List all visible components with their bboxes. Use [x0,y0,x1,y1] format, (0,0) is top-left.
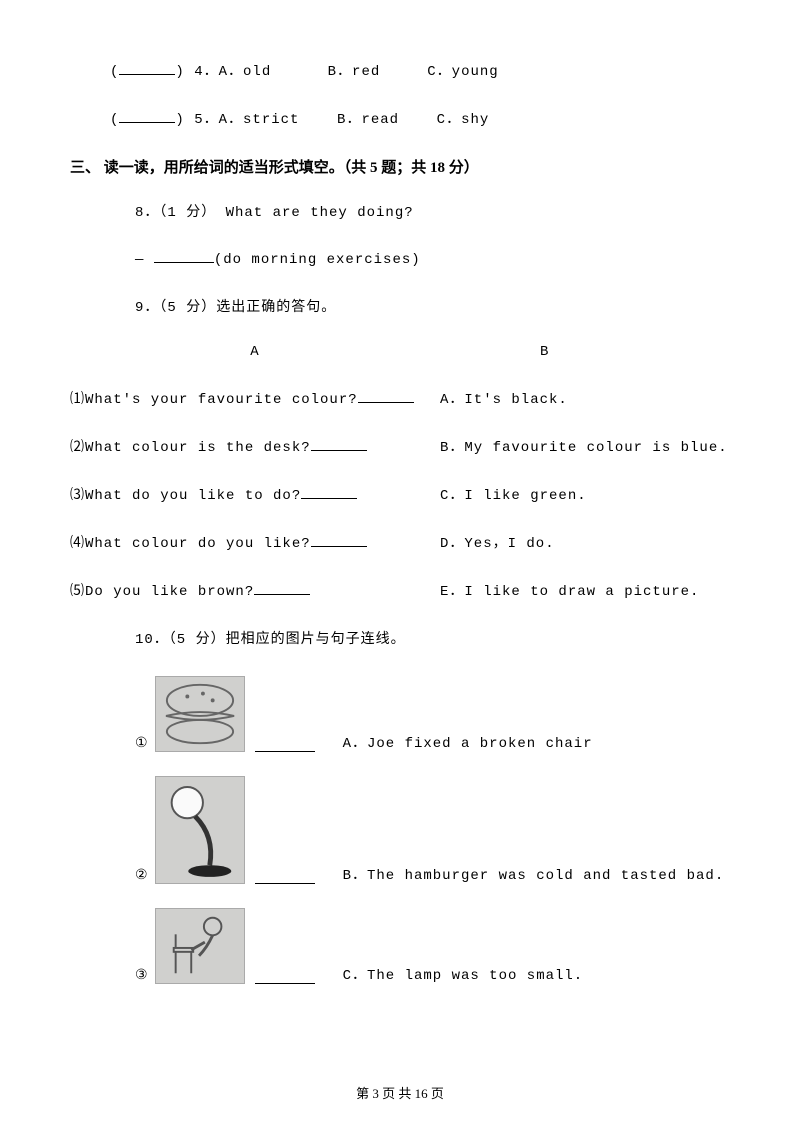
q10-opt: A．Joe fixed a broken chair [343,732,730,752]
q9-blank-4[interactable] [311,533,367,547]
q7-a: A．strict [219,112,300,128]
q9-blank-5[interactable] [254,581,310,595]
q9-right: C．I like green. [440,484,730,504]
q7-num: 5 [194,112,203,128]
section-3-title: 三、 读一读，用所给词的适当形式填空。（共 5 题；共 18 分） [70,156,730,177]
q10-blank-2[interactable] [255,870,315,884]
q9-header: 9．（5 分）选出正确的答句。 [70,296,730,316]
q9-left: ⑷What colour do you like? [70,536,311,552]
q8-blank[interactable] [154,249,214,263]
q9-col-b-head: B [440,344,730,360]
q7-blank-5[interactable] [119,109,175,123]
q9-right: E．I like to draw a picture. [440,580,730,600]
q9-row-2: ⑵What colour is the desk? B．My favourite… [70,436,730,456]
q9-right: B．My favourite colour is blue. [440,436,730,456]
q9-right: D．Yes，I do. [440,532,730,552]
q7-a: A．old [219,64,272,80]
hamburger-icon [155,676,245,752]
q10-row-3: ③ C．The lamp was too small. [70,908,730,984]
q9-left: ⑴What's your favourite colour? [70,392,358,408]
q9-row-1: ⑴What's your favourite colour? A．It's bl… [70,388,730,408]
q9-blank-3[interactable] [301,485,357,499]
q7-blank-4[interactable] [119,61,175,75]
q8-line2: — (do morning exercises) [70,249,730,268]
q8-suffix: (do morning exercises) [214,252,421,268]
q7-item-5: () 5．A．strict B．read C．shy [70,108,730,128]
q7-b: B．red [328,64,381,80]
q7-c: C．shy [437,112,490,128]
page-footer: 第 3 页 共 16 页 [0,1083,800,1102]
q10-header: 10．（5 分）把相应的图片与句子连线。 [70,628,730,648]
q10-row-1: ① A．Joe fixed a broken chair [70,676,730,752]
q9-row-3: ⑶What do you like to do? C．I like green. [70,484,730,504]
q10-num: ② [135,867,149,884]
q7-item-4: () 4．A．old B．red C．young [70,60,730,80]
q7-c: C．young [427,64,498,80]
q9-col-a-head: A [70,344,440,360]
q9-left: ⑶What do you like to do? [70,488,301,504]
q10-blank-3[interactable] [255,970,315,984]
q10-blank-1[interactable] [255,738,315,752]
q9-blank-1[interactable] [358,389,414,403]
q10-num: ③ [135,967,149,984]
q10-num: ① [135,735,149,752]
q9-row-4: ⑷What colour do you like? D．Yes，I do. [70,532,730,552]
q7-num: 4 [194,64,203,80]
q9-row-5: ⑸Do you like brown? E．I like to draw a p… [70,580,730,600]
q10-row-2: ② B．The hamburger was cold and tasted ba… [70,776,730,884]
q10-opt: C．The lamp was too small. [343,964,730,984]
q10-opt: B．The hamburger was cold and tasted bad. [343,864,730,884]
lamp-icon [155,776,245,884]
q9-left: ⑵What colour is the desk? [70,440,311,456]
q9-col-headers: A B [70,344,730,360]
q9-blank-2[interactable] [311,437,367,451]
q9-left: ⑸Do you like brown? [70,584,254,600]
q8-header: 8．（1 分） What are they doing? [70,201,730,221]
fix-chair-icon [155,908,245,984]
q9-right: A．It's black. [440,388,730,408]
q8-prefix: — [135,252,154,268]
q7-b: B．read [337,112,399,128]
